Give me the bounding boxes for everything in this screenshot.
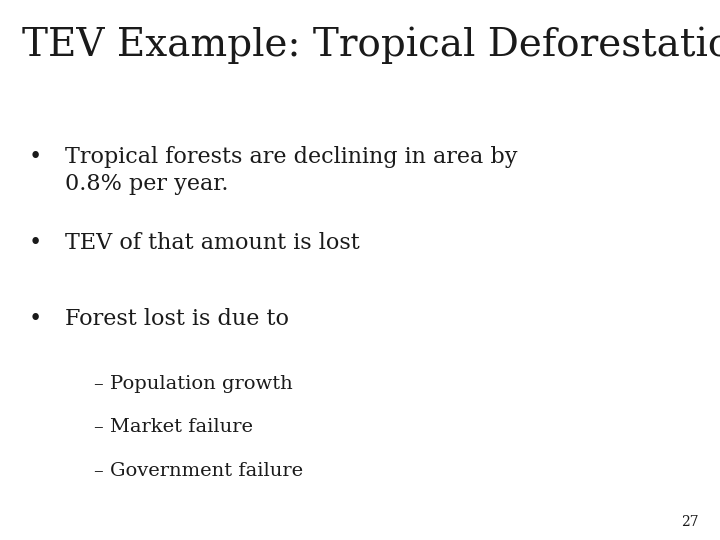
Text: •: •: [29, 232, 42, 254]
Text: – Population growth: – Population growth: [94, 375, 292, 393]
Text: TEV of that amount is lost: TEV of that amount is lost: [65, 232, 359, 254]
Text: •: •: [29, 146, 42, 168]
Text: 27: 27: [681, 515, 698, 529]
Text: Forest lost is due to: Forest lost is due to: [65, 308, 289, 330]
Text: TEV Example: Tropical Deforestation: TEV Example: Tropical Deforestation: [22, 27, 720, 64]
Text: •: •: [29, 308, 42, 330]
Text: – Government failure: – Government failure: [94, 462, 302, 480]
Text: – Market failure: – Market failure: [94, 418, 253, 436]
Text: Tropical forests are declining in area by
0.8% per year.: Tropical forests are declining in area b…: [65, 146, 517, 195]
